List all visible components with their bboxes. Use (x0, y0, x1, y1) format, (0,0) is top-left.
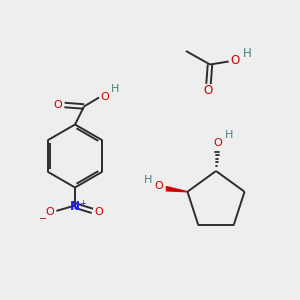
Text: H: H (110, 84, 119, 94)
Text: +: + (80, 199, 86, 208)
Polygon shape (167, 187, 188, 192)
Text: O: O (53, 100, 62, 110)
Text: −: − (38, 214, 47, 224)
Text: O: O (154, 181, 163, 191)
Text: O: O (100, 92, 109, 102)
Text: O: O (45, 207, 54, 218)
Text: O: O (94, 207, 103, 218)
Text: H: H (243, 47, 252, 60)
Text: O: O (204, 84, 213, 97)
Text: H: H (225, 130, 233, 140)
Text: N: N (70, 200, 80, 213)
Text: H: H (144, 175, 152, 185)
Text: O: O (213, 138, 222, 148)
Text: O: O (231, 54, 240, 68)
